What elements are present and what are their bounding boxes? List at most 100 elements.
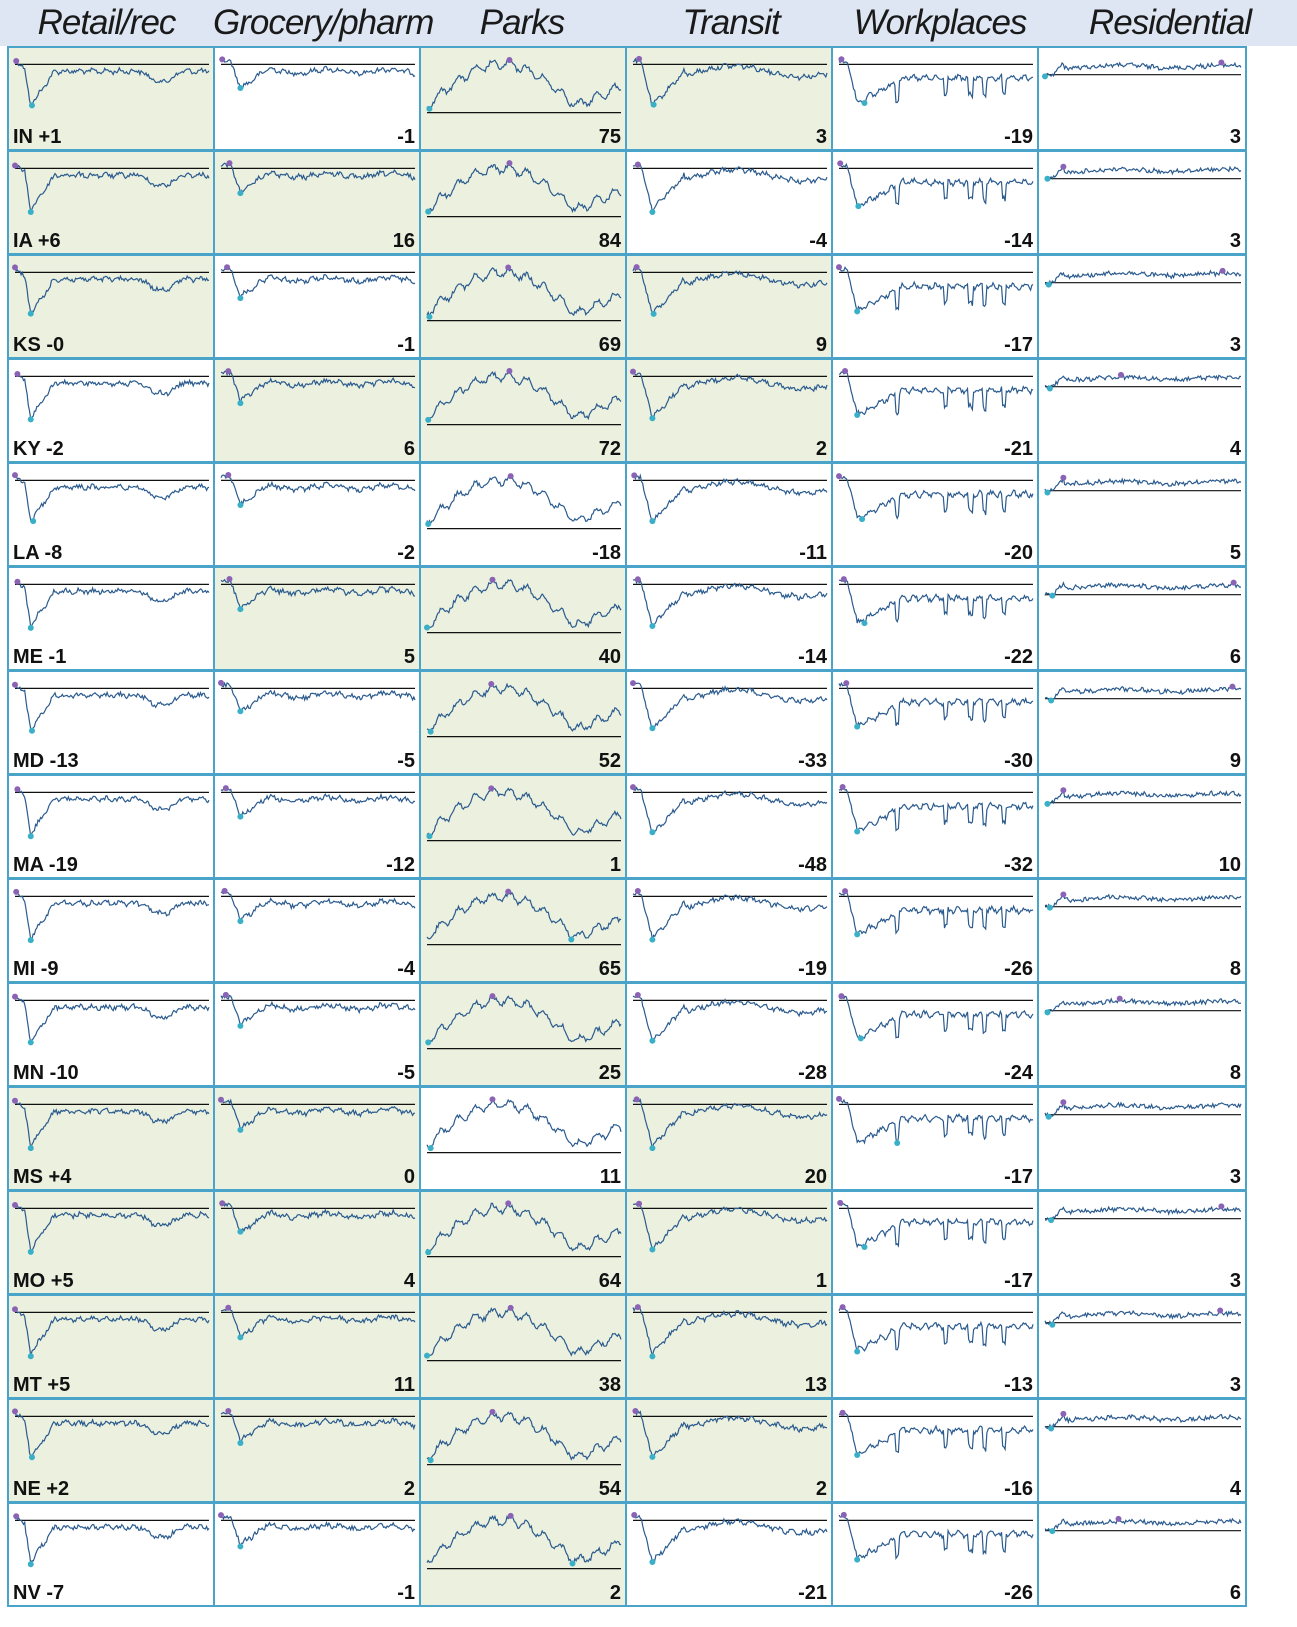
series-line — [14, 1411, 210, 1458]
series-line — [426, 1098, 622, 1150]
min-marker — [854, 828, 861, 835]
data-label: -22 — [1004, 646, 1033, 668]
sparkline-cell: 25 — [419, 982, 627, 1087]
sparkline-svg — [837, 160, 1034, 210]
sparkline-svg — [837, 1199, 1034, 1250]
max-marker — [12, 472, 18, 479]
max-marker — [14, 371, 21, 378]
sparkline-cell: 3 — [1037, 1294, 1247, 1399]
sparkline-cell: -19 — [625, 878, 833, 983]
series-line — [220, 889, 416, 923]
sparkline-svg — [1044, 787, 1242, 807]
series-line — [838, 1412, 1034, 1456]
sparkline-cell: -2 — [213, 462, 421, 567]
min-marker — [28, 727, 35, 734]
min-marker — [1044, 489, 1051, 496]
sparkline-cell: IN +1 — [7, 46, 215, 151]
data-label: -18 — [592, 542, 621, 564]
data-label: -19 — [798, 958, 827, 980]
sparkline-cell: 0 — [213, 1086, 421, 1191]
data-label: -13 — [1004, 1374, 1033, 1396]
sparkline-svg — [425, 368, 622, 426]
data-label: 16 — [392, 230, 415, 252]
min-marker — [855, 203, 862, 210]
sparkline-svg — [632, 1096, 828, 1152]
sparkline-cell: -30 — [831, 670, 1039, 775]
series-line — [1044, 788, 1242, 805]
series-line — [838, 681, 1034, 729]
sparkline-cell: -21 — [831, 358, 1039, 463]
sparkline-cell: NV -7 — [7, 1502, 215, 1607]
sparkline-svg — [12, 472, 210, 525]
sparkline-svg — [1044, 1410, 1242, 1432]
series-line — [14, 267, 210, 316]
data-label: 69 — [598, 334, 621, 356]
max-marker — [1217, 1307, 1224, 1314]
min-marker — [854, 308, 861, 315]
data-label: -33 — [798, 750, 827, 772]
series-line — [426, 579, 622, 629]
sparkline-svg — [426, 888, 622, 946]
data-label: 20 — [804, 1166, 827, 1188]
series-line — [14, 891, 210, 942]
sparkline-svg — [426, 1408, 622, 1466]
sparkline-cell: 54 — [419, 1398, 627, 1503]
sparkline-svg — [632, 1407, 828, 1460]
sparkline-svg — [12, 162, 210, 216]
min-marker — [649, 1246, 656, 1253]
data-label: -30 — [1004, 750, 1033, 772]
min-marker — [237, 1022, 244, 1029]
series-line — [1044, 997, 1241, 1014]
state-label: NE +2 — [13, 1478, 70, 1500]
min-marker — [27, 416, 34, 423]
sparkline-cell: NE +2 — [7, 1398, 215, 1503]
sparkline-svg — [12, 1097, 210, 1152]
data-label: -21 — [1004, 438, 1033, 460]
state-label: IN +1 — [13, 126, 62, 148]
min-marker — [237, 295, 244, 302]
sparkline-cell: 84 — [419, 150, 627, 255]
state-label: MA -19 — [13, 854, 78, 876]
max-marker — [12, 264, 18, 271]
sparkline-cell: 6 — [213, 358, 421, 463]
column-header-bar: Retail/rec Grocery/pharm Parks Transit s… — [0, 0, 1297, 84]
series-line — [220, 1202, 416, 1233]
sparkline-svg — [838, 576, 1034, 627]
series-line — [14, 996, 210, 1045]
sparkline-cell: -33 — [625, 670, 833, 775]
series-line — [1044, 165, 1242, 180]
max-marker — [1230, 579, 1237, 586]
min-marker — [894, 1139, 901, 1146]
sparkline-cell: MS +4 — [7, 1086, 215, 1191]
data-label: 0 — [403, 1166, 415, 1188]
max-marker — [505, 264, 512, 271]
min-marker — [425, 521, 432, 528]
sparkline-cell: 65 — [419, 878, 627, 983]
max-marker — [837, 160, 844, 167]
min-marker — [27, 1248, 34, 1255]
data-label: 2 — [815, 438, 827, 460]
sparkline-cell: 11 — [213, 1294, 421, 1399]
min-marker — [1048, 1425, 1055, 1432]
sparkline-svg — [12, 264, 210, 317]
max-marker — [507, 473, 514, 480]
series-line — [220, 58, 416, 89]
min-marker — [1045, 281, 1052, 288]
sparkline-cell: 1 — [625, 1190, 833, 1295]
data-label: 3 — [1229, 1166, 1241, 1188]
min-marker — [426, 105, 433, 112]
sparkline-svg — [630, 784, 828, 836]
max-marker — [842, 888, 849, 895]
min-marker — [237, 1439, 244, 1446]
data-label: 2 — [609, 1582, 621, 1604]
max-marker — [225, 1408, 232, 1415]
min-marker — [1044, 1009, 1051, 1016]
series-line — [632, 163, 828, 214]
data-label: 72 — [598, 438, 621, 460]
series-line — [220, 162, 416, 196]
max-marker — [12, 1306, 18, 1313]
sparkline-cell: -17 — [831, 1190, 1039, 1295]
data-label: 1 — [609, 854, 621, 876]
min-marker — [854, 1452, 861, 1459]
min-marker — [650, 101, 657, 108]
